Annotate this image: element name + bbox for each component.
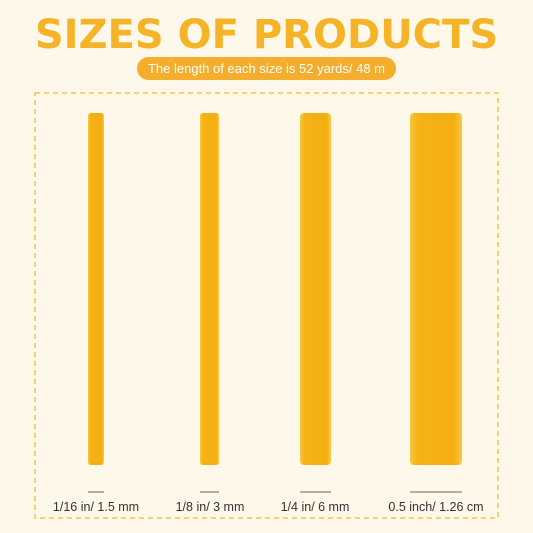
title: SIZES OF PRODUCTS	[35, 12, 498, 58]
tape-roll	[88, 113, 104, 465]
size-label: 1/4 in/ 6 mm	[281, 500, 350, 514]
subtitle: The length of each size is 52 yards/ 48 …	[148, 61, 385, 76]
tape-roll	[200, 113, 219, 465]
subtitle-pill	[137, 57, 396, 80]
size-label: 1/16 in/ 1.5 mm	[53, 500, 139, 514]
tape-roll	[410, 113, 462, 465]
size-label: 0.5 inch/ 1.26 cm	[388, 500, 483, 514]
tape-roll	[300, 113, 331, 465]
dashed-frame	[34, 92, 499, 519]
size-label: 1/8 in/ 3 mm	[176, 500, 245, 514]
